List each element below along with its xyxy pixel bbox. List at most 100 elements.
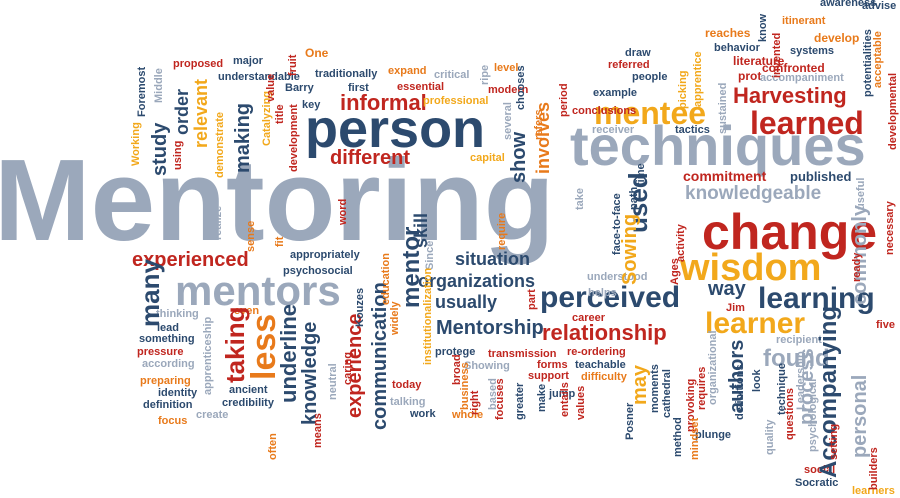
word-definition: definition: [143, 399, 193, 411]
word-barry: Barry: [285, 82, 314, 94]
word-literature: literature: [733, 54, 785, 68]
word-path: path: [628, 186, 640, 210]
word-greater: greater: [514, 382, 526, 420]
word-entails: entails: [559, 382, 571, 417]
word-even: even: [234, 305, 260, 317]
word-invented: invented: [771, 32, 783, 78]
word-leadership: Leadership: [795, 351, 807, 410]
word-five: five: [876, 319, 895, 331]
word-critical: critical: [434, 69, 470, 81]
word-transmission: transmission: [488, 348, 557, 360]
word-take: take: [574, 187, 586, 210]
word-kouzes: Kouzes: [354, 287, 366, 327]
word-understandable: understandable: [218, 71, 300, 83]
word-behavior: behavior: [714, 42, 760, 54]
word-usually: usually: [435, 292, 498, 312]
word-development: development: [288, 104, 300, 172]
word-re-ordering: re-ordering: [567, 346, 626, 358]
word-preparing: preparing: [140, 375, 191, 387]
word-create: create: [196, 409, 229, 421]
word-proposed: proposed: [173, 58, 224, 70]
word-refers: refers: [533, 109, 545, 140]
word-make: make: [536, 383, 548, 412]
word-person: person: [305, 99, 486, 159]
word-support: support: [528, 370, 569, 382]
word-accompaniment: accompaniment: [760, 72, 844, 84]
word-organizational: organizational: [707, 330, 719, 405]
word-relevant: relevant: [191, 78, 211, 148]
word-organizations: organizations: [418, 271, 536, 291]
word-posner: Posner: [624, 402, 636, 440]
word-wisdom: wisdom: [680, 247, 822, 289]
word-many: many: [135, 259, 165, 327]
word-may: may: [629, 364, 651, 405]
word-order: order: [172, 88, 192, 135]
word-whole: whole: [452, 409, 484, 421]
word-ready: ready: [851, 252, 863, 282]
word-conclusions: conclusions: [572, 105, 637, 117]
word-draw: draw: [625, 47, 651, 59]
word-experienced: experienced: [132, 249, 249, 271]
word-face-to-face: face-to-face: [611, 193, 623, 255]
word-first: first: [348, 82, 369, 94]
word-protege: protege: [435, 346, 476, 358]
word-systems: systems: [790, 45, 835, 57]
word-harvesting: Harvesting: [733, 83, 847, 108]
word-key: key: [302, 99, 321, 111]
word-word: word: [337, 198, 349, 225]
word-institutionalization: institutionalization: [422, 267, 434, 365]
word-time: time: [635, 163, 647, 186]
word-learner: learner: [705, 307, 806, 340]
word-fit: fit: [274, 236, 286, 247]
word-look: look: [751, 369, 763, 392]
word-itinerant: itinerant: [782, 15, 826, 27]
word-people: people: [632, 71, 668, 83]
word-reaches: reaches: [705, 26, 751, 40]
word-tactics: tactics: [675, 124, 710, 136]
word-several: several: [502, 102, 514, 140]
word-education: education: [380, 253, 392, 305]
word-awareness: awareness: [820, 0, 877, 9]
word-mentorship: Mentorship: [436, 317, 544, 339]
word-mindset: mindset: [689, 417, 701, 460]
word-published: published: [790, 169, 852, 184]
word-situation: situation: [455, 249, 530, 269]
word-based: based: [487, 378, 499, 410]
word-focus: focus: [158, 415, 188, 427]
word-working: Working: [130, 122, 142, 166]
word-sustained: sustained: [717, 82, 729, 134]
word-something: something: [139, 333, 195, 345]
word-expand: expand: [388, 65, 427, 77]
word-advise: advise: [862, 0, 897, 12]
word-apprenticeship: apprenticeship: [202, 316, 214, 395]
word-jim: Jim: [726, 302, 745, 314]
word-chooses: chooses: [515, 65, 527, 110]
word-showing: Showing: [464, 360, 510, 372]
word-foremost: Foremost: [136, 66, 148, 117]
word-professional: professional: [423, 95, 489, 107]
word-developmental: developmental: [887, 72, 899, 150]
word-caring: caring: [342, 351, 354, 385]
word-method: method: [672, 417, 684, 457]
word-informal: informal: [340, 90, 427, 115]
word-acceptable: acceptable: [872, 31, 884, 88]
word-builders: builders: [868, 447, 880, 490]
word-personal: personal: [849, 374, 871, 458]
word-understood: understood: [587, 271, 648, 283]
word-psychosocial: psychosocial: [283, 265, 353, 277]
word-knowledgeable: knowledgeable: [685, 183, 822, 204]
word-activity: activity: [675, 224, 687, 262]
word-know: know: [757, 13, 769, 42]
word-referred: referred: [608, 59, 650, 71]
word-definitions: definitions: [734, 364, 746, 420]
word-credibility: credibility: [222, 397, 274, 409]
word-appropriately: appropriately: [290, 249, 360, 261]
word-perceived: perceived: [540, 281, 681, 314]
word-moments: moments: [649, 364, 661, 413]
word-sense: sense: [245, 220, 257, 252]
word-sowing: Sowing: [619, 213, 641, 285]
word-apprentice: apprentice: [692, 51, 704, 107]
word-commitment: commitment: [683, 168, 767, 184]
word-ages: Ages: [669, 258, 681, 285]
